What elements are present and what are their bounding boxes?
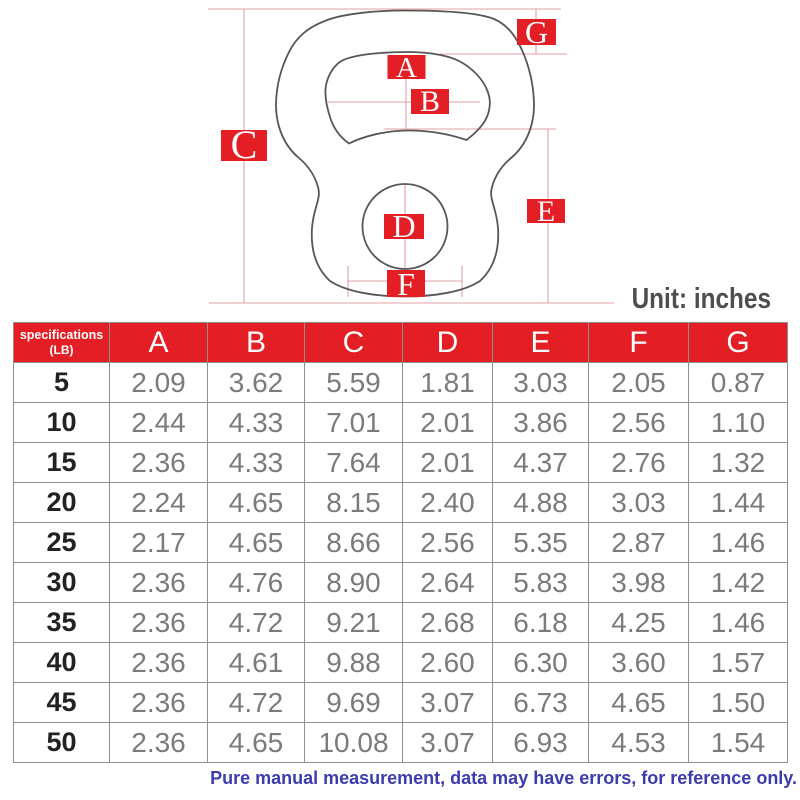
svg-text:D: D (392, 208, 415, 244)
svg-text:F: F (397, 266, 415, 302)
svg-text:E: E (537, 195, 555, 228)
svg-text:A: A (396, 52, 417, 84)
svg-text:G: G (525, 14, 548, 50)
svg-text:C: C (231, 122, 258, 167)
svg-text:B: B (420, 85, 440, 118)
